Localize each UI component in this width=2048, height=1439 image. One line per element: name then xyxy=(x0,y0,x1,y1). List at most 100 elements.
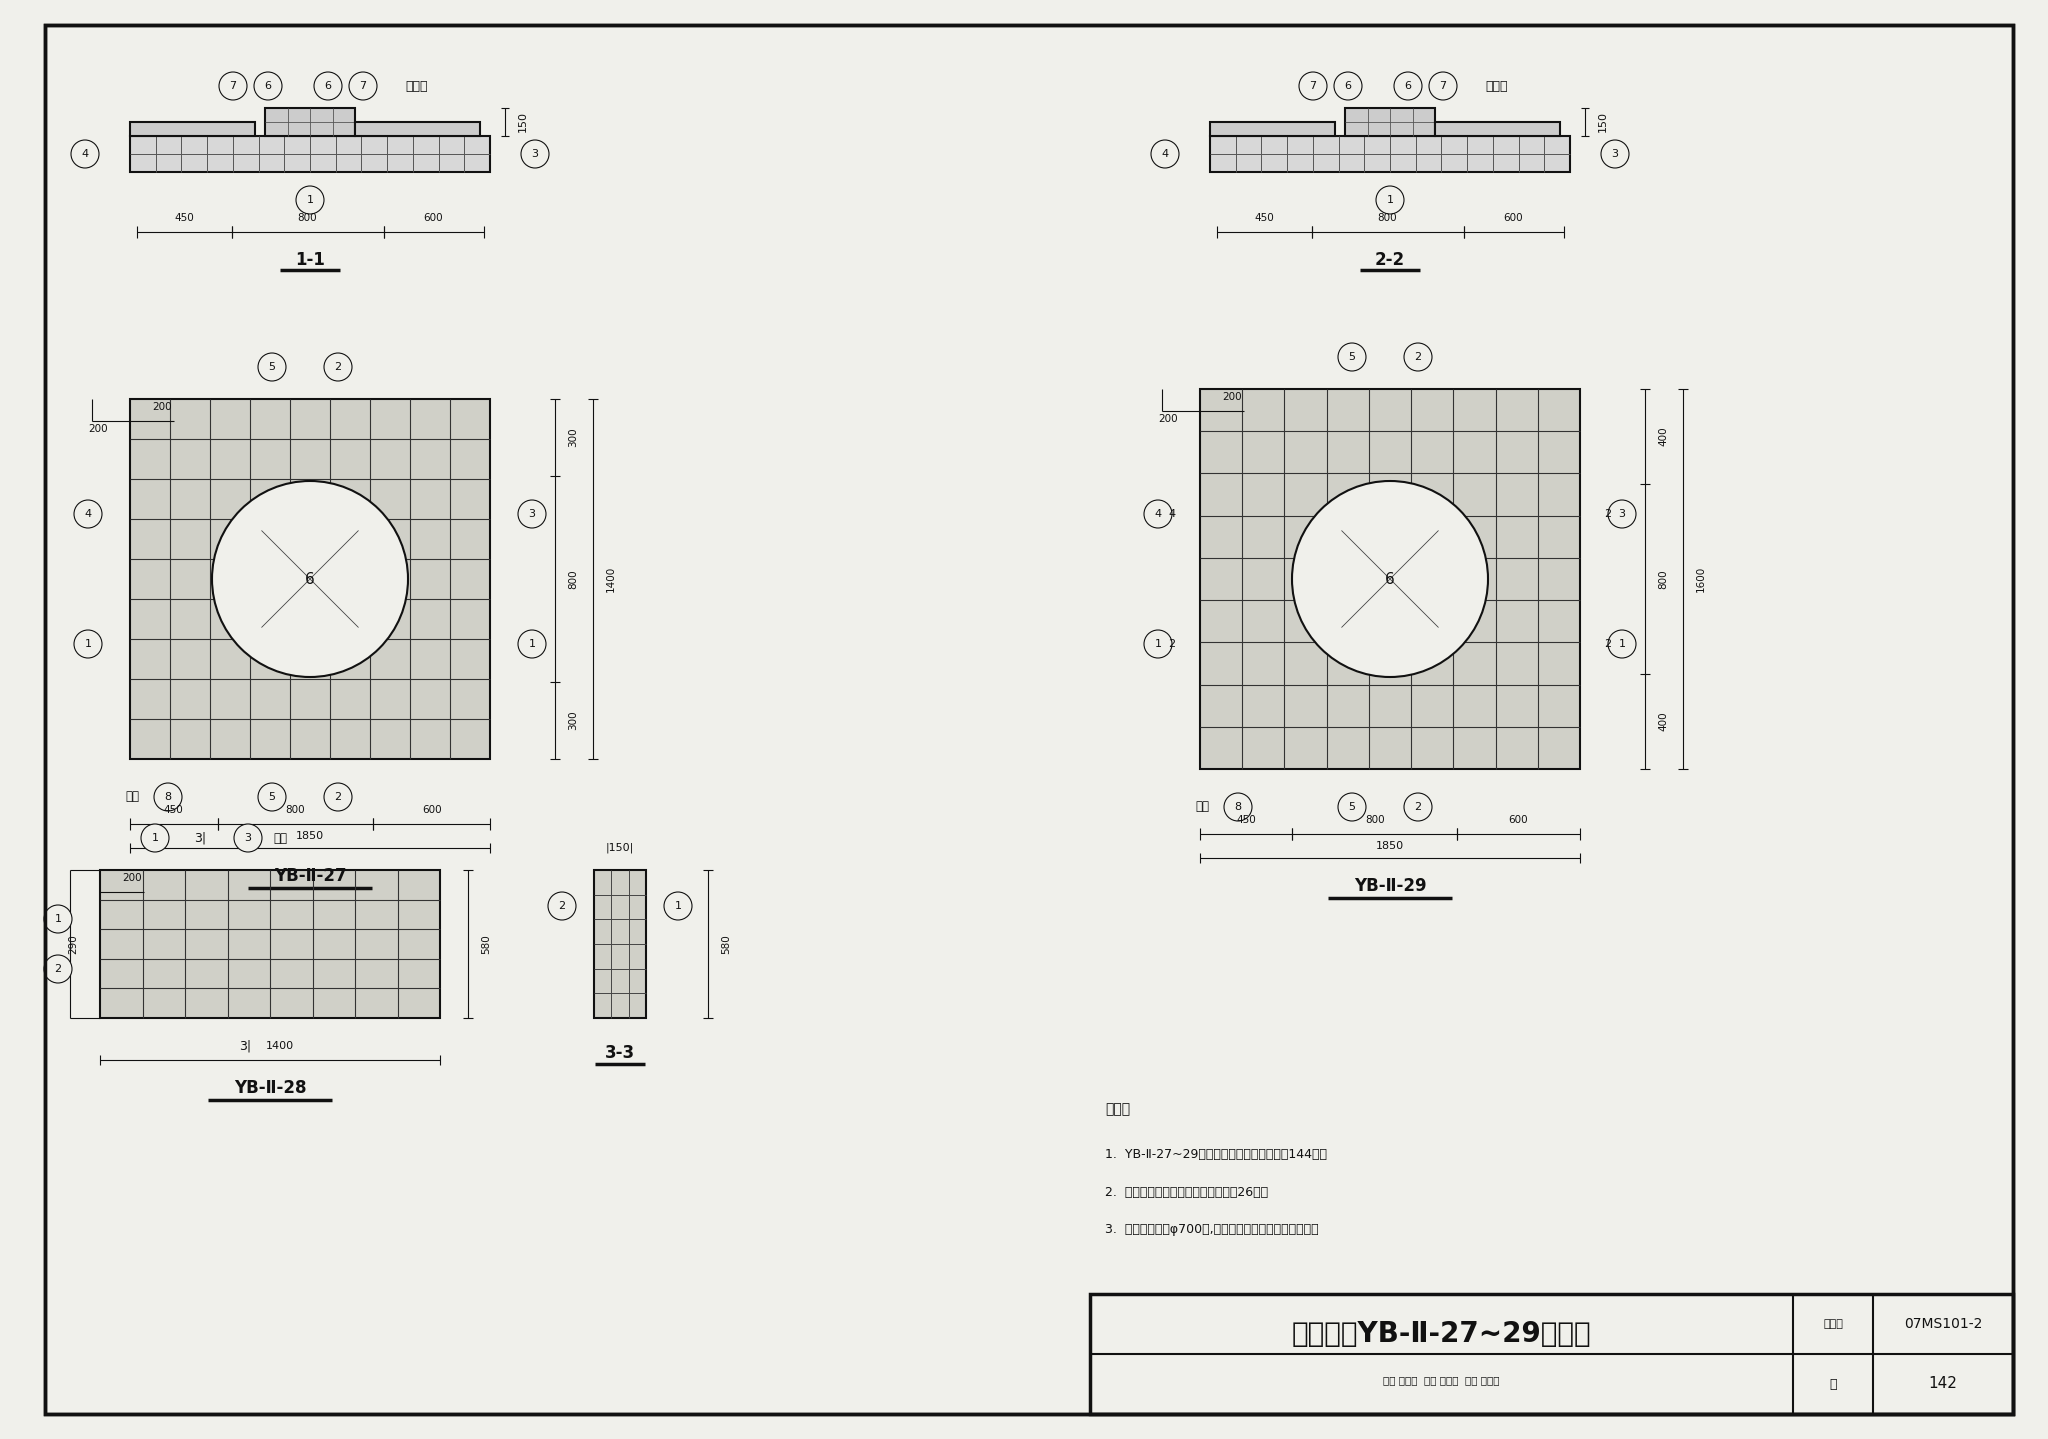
Circle shape xyxy=(1292,481,1489,676)
Text: 5: 5 xyxy=(268,363,276,373)
Text: 附加筋: 附加筋 xyxy=(406,79,428,92)
Text: 400: 400 xyxy=(1659,712,1667,731)
Text: 3: 3 xyxy=(532,150,539,158)
Circle shape xyxy=(324,353,352,381)
Text: 800: 800 xyxy=(1364,814,1384,825)
Circle shape xyxy=(1333,72,1362,99)
Text: 142: 142 xyxy=(1929,1377,1958,1392)
Text: 8: 8 xyxy=(164,791,172,802)
Text: 200: 200 xyxy=(152,401,172,412)
Circle shape xyxy=(74,630,102,658)
Text: 1: 1 xyxy=(1155,639,1161,649)
Text: 3: 3 xyxy=(1612,150,1618,158)
Text: 1: 1 xyxy=(307,196,313,204)
Circle shape xyxy=(219,72,248,99)
Bar xyxy=(129,122,256,137)
Text: 3|: 3| xyxy=(195,832,207,845)
Text: 3|: 3| xyxy=(240,1039,252,1052)
Text: 2.  吊钩及洞口附加筋做法见本图集第26页。: 2. 吊钩及洞口附加筋做法见本图集第26页。 xyxy=(1106,1186,1268,1199)
Text: 1: 1 xyxy=(1618,639,1626,649)
Text: 6: 6 xyxy=(1405,81,1411,91)
Text: 3: 3 xyxy=(528,509,535,519)
Circle shape xyxy=(258,353,287,381)
Text: 2: 2 xyxy=(1415,802,1421,812)
Circle shape xyxy=(1608,499,1636,528)
Text: 07MS101-2: 07MS101-2 xyxy=(1905,1317,1982,1331)
Text: YB-Ⅱ-29: YB-Ⅱ-29 xyxy=(1354,876,1425,895)
Text: 2: 2 xyxy=(559,901,565,911)
Text: 800: 800 xyxy=(297,213,317,223)
Text: 6: 6 xyxy=(324,81,332,91)
Circle shape xyxy=(518,630,547,658)
Text: 5: 5 xyxy=(1348,802,1356,812)
Text: 800: 800 xyxy=(1659,570,1667,589)
Text: 1: 1 xyxy=(1386,196,1393,204)
Text: 说明：: 说明： xyxy=(1106,1102,1130,1117)
Text: 3: 3 xyxy=(1618,509,1626,519)
Text: 200: 200 xyxy=(88,425,109,435)
Circle shape xyxy=(1337,342,1366,371)
Text: 1400: 1400 xyxy=(266,1040,295,1050)
Text: 页: 页 xyxy=(1829,1377,1837,1390)
Text: 450: 450 xyxy=(164,804,184,814)
Text: 290: 290 xyxy=(68,934,78,954)
Circle shape xyxy=(518,499,547,528)
Text: 800: 800 xyxy=(1378,213,1397,223)
Text: 300: 300 xyxy=(567,427,578,448)
Bar xyxy=(1436,122,1561,137)
Text: 2: 2 xyxy=(1604,509,1612,519)
Text: 600: 600 xyxy=(424,213,442,223)
Bar xyxy=(1090,1294,2013,1415)
Circle shape xyxy=(1225,793,1251,822)
Text: 1: 1 xyxy=(152,833,158,843)
Text: 3.  当人孔直径为φ700时,需将相关钢筋的长度进行修改。: 3. 当人孔直径为φ700时,需将相关钢筋的长度进行修改。 xyxy=(1106,1223,1319,1236)
Text: 3: 3 xyxy=(244,833,252,843)
Circle shape xyxy=(1298,72,1327,99)
Text: 7: 7 xyxy=(360,81,367,91)
Text: 1: 1 xyxy=(674,901,682,911)
Text: 5: 5 xyxy=(1348,353,1356,363)
Bar xyxy=(1346,108,1436,137)
Text: 1: 1 xyxy=(55,914,61,924)
Text: 1850: 1850 xyxy=(1376,840,1405,850)
Bar xyxy=(1210,137,1571,173)
Text: 2: 2 xyxy=(1604,639,1612,649)
Text: 8: 8 xyxy=(1235,802,1241,812)
Text: 6: 6 xyxy=(305,571,315,587)
Text: 800: 800 xyxy=(285,804,305,814)
Circle shape xyxy=(43,955,72,983)
Bar xyxy=(1200,389,1579,768)
Circle shape xyxy=(254,72,283,99)
Text: 4: 4 xyxy=(82,150,88,158)
Circle shape xyxy=(520,140,549,168)
Bar xyxy=(100,871,440,1017)
Circle shape xyxy=(348,72,377,99)
Text: 1: 1 xyxy=(84,639,92,649)
Text: 450: 450 xyxy=(1237,814,1255,825)
Text: 450: 450 xyxy=(1253,213,1274,223)
Text: 吊钩: 吊钩 xyxy=(272,832,287,845)
Circle shape xyxy=(1376,186,1405,214)
Circle shape xyxy=(43,905,72,932)
Text: 450: 450 xyxy=(174,213,195,223)
Text: YB-Ⅱ-27: YB-Ⅱ-27 xyxy=(274,868,346,885)
Text: 吊钩: 吊钩 xyxy=(125,790,139,803)
Circle shape xyxy=(313,72,342,99)
Text: 300: 300 xyxy=(567,711,578,730)
Circle shape xyxy=(1145,499,1171,528)
Text: 2: 2 xyxy=(334,363,342,373)
Circle shape xyxy=(1405,793,1432,822)
Circle shape xyxy=(1405,342,1432,371)
Circle shape xyxy=(154,783,182,812)
Text: 600: 600 xyxy=(422,804,442,814)
Text: 6: 6 xyxy=(264,81,272,91)
Text: 2: 2 xyxy=(334,791,342,802)
Text: 7: 7 xyxy=(229,81,238,91)
Circle shape xyxy=(1151,140,1180,168)
Text: 1600: 1600 xyxy=(1696,566,1706,591)
Text: 1850: 1850 xyxy=(297,830,324,840)
Bar xyxy=(354,122,479,137)
Text: 200: 200 xyxy=(123,873,141,884)
Text: 1-1: 1-1 xyxy=(295,250,326,269)
Text: 580: 580 xyxy=(721,934,731,954)
